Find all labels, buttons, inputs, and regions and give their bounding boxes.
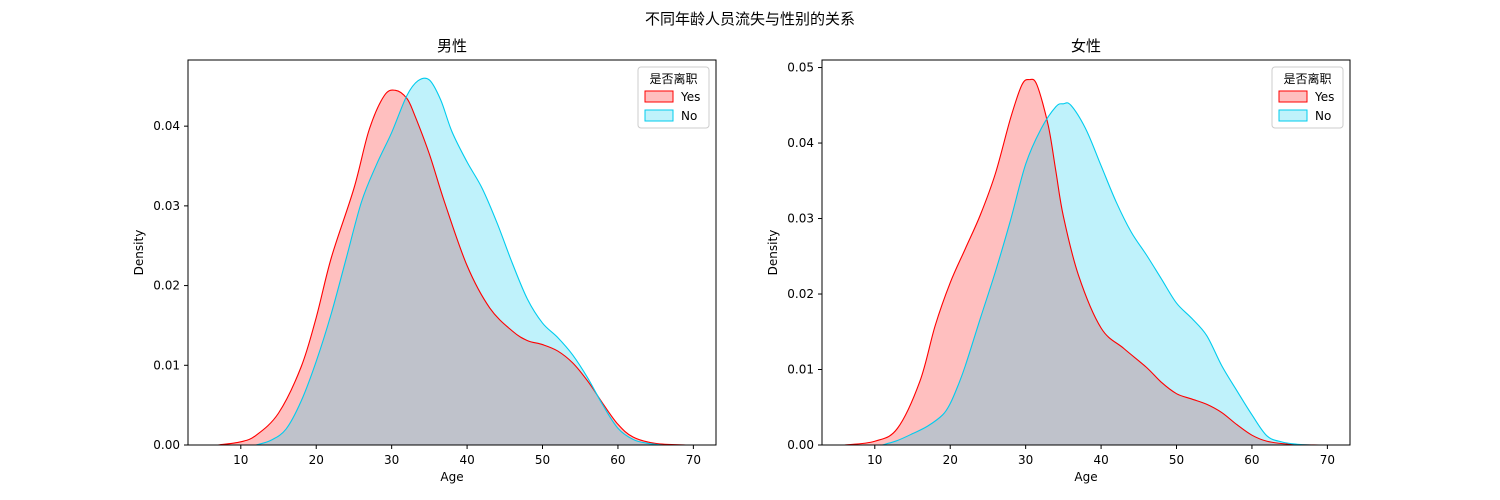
density-line-no xyxy=(882,102,1313,446)
x-tick-label: 60 xyxy=(610,453,625,467)
legend-swatch-no xyxy=(644,109,674,122)
y-tick-label: 0.04 xyxy=(153,119,180,133)
y-tick-label: 0.00 xyxy=(153,438,180,452)
plot-area xyxy=(218,77,686,446)
legend-label-yes: Yes xyxy=(680,90,700,104)
y-tick-label: 0.03 xyxy=(153,199,180,213)
density-line-no xyxy=(255,77,664,446)
x-tick-label: 10 xyxy=(233,453,248,467)
legend-swatch-yes xyxy=(1278,90,1308,103)
plot-area xyxy=(844,78,1320,446)
legend-label-yes: Yes xyxy=(1314,90,1334,104)
x-tick-label: 50 xyxy=(535,453,550,467)
axes-frame xyxy=(187,59,717,446)
legend-title: 是否离职 xyxy=(1283,71,1331,86)
y-tick-label: 0.01 xyxy=(153,358,180,372)
suptitle: 不同年龄人员流失与性别的关系 xyxy=(645,10,855,28)
y-tick-label: 0.01 xyxy=(787,363,814,377)
y-tick-label: 0.04 xyxy=(787,136,814,150)
y-axis-title: Density xyxy=(766,230,780,276)
y-tick-label: 0.03 xyxy=(787,212,814,226)
x-tick-label: 20 xyxy=(943,453,958,467)
density-line-yes xyxy=(844,78,1320,446)
legend-swatch-yes xyxy=(644,90,674,103)
x-tick-label: 40 xyxy=(1093,453,1108,467)
legend-label-no: No xyxy=(1315,109,1331,123)
y-axis-ticks: 0.00 0.01 0.02 0.03 0.04 xyxy=(153,119,188,452)
y-axis-ticks: 0.00 0.01 0.02 0.03 0.04 0.05 xyxy=(787,61,822,452)
legend: 是否离职 Yes No xyxy=(1271,66,1344,129)
legend: 是否离职 Yes No xyxy=(637,66,710,129)
panel-female: 女性 0.00 0.01 0.02 0.03 0.04 0.05 10 20 30 40 50 60… xyxy=(766,37,1351,484)
y-tick-label: 0.02 xyxy=(153,279,180,293)
x-axis-ticks: 10 20 30 40 50 60 70 xyxy=(867,445,1335,467)
legend-label-no: No xyxy=(681,109,697,123)
density-fill-no xyxy=(255,78,664,446)
x-axis-ticks: 10 20 30 40 50 60 70 xyxy=(233,445,701,467)
x-tick-label: 60 xyxy=(1244,453,1259,467)
density-fill-yes xyxy=(844,79,1320,445)
y-tick-label: 0.05 xyxy=(787,61,814,75)
x-axis-title: Age xyxy=(440,470,463,484)
x-tick-label: 70 xyxy=(686,453,701,467)
y-tick-label: 0.02 xyxy=(787,287,814,301)
x-axis-title: Age xyxy=(1074,470,1097,484)
density-fill-yes xyxy=(218,90,686,445)
x-tick-label: 30 xyxy=(1018,453,1033,467)
legend-title: 是否离职 xyxy=(649,71,697,86)
x-tick-label: 50 xyxy=(1169,453,1184,467)
x-tick-label: 30 xyxy=(384,453,399,467)
x-tick-label: 40 xyxy=(459,453,474,467)
x-tick-label: 10 xyxy=(867,453,882,467)
x-tick-label: 20 xyxy=(309,453,324,467)
density-fill-no xyxy=(882,102,1313,445)
panel-male: 男性 0.00 0.01 0.02 0.03 0.04 10 20 30 40 50 60 70 A… xyxy=(132,37,717,484)
x-tick-label: 70 xyxy=(1320,453,1335,467)
y-tick-label: 0.00 xyxy=(787,438,814,452)
y-axis-title: Density xyxy=(132,230,146,276)
legend-swatch-no xyxy=(1278,109,1308,122)
panel-title: 男性 xyxy=(437,37,467,55)
axes-frame xyxy=(821,59,1351,446)
panel-title: 女性 xyxy=(1071,37,1101,55)
